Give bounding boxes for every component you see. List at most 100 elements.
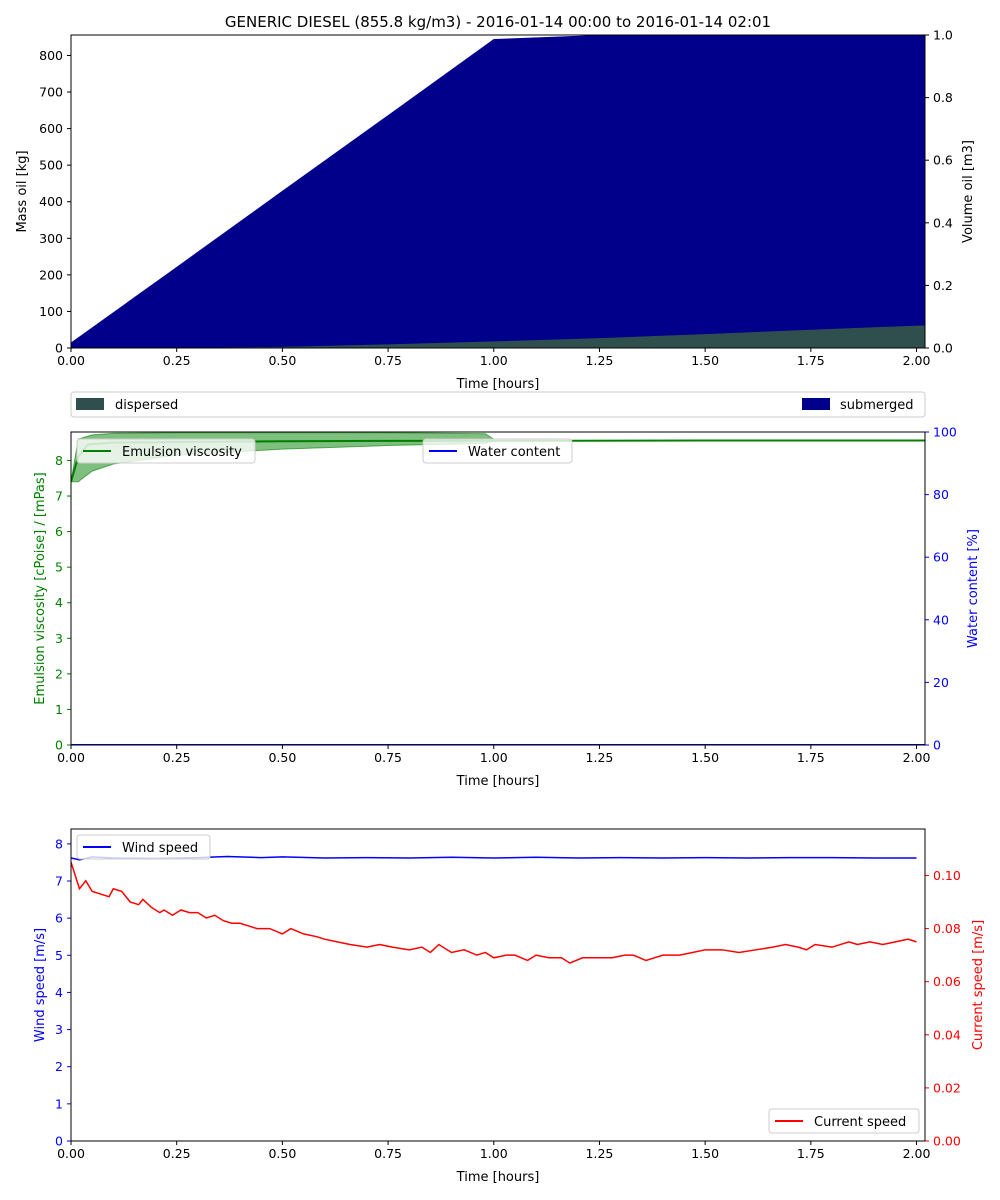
x-tick-label: 0.25 bbox=[163, 1146, 191, 1161]
x-tick-label: 1.75 bbox=[797, 353, 825, 368]
y2-tick-label: 0.8 bbox=[933, 90, 953, 105]
emulsion-chart: 0.00 0.25 0.50 0.75 1.00 1.25 1.50 1.75 2.000123… bbox=[33, 425, 981, 790]
y-tick-label: 5 bbox=[55, 560, 63, 575]
series-current-speed bbox=[71, 861, 917, 964]
y-tick-label: 800 bbox=[39, 48, 63, 63]
x-tick-label: 1.75 bbox=[797, 750, 825, 765]
legend-swatch-submerged bbox=[802, 398, 830, 410]
x-tick-label: 2.00 bbox=[903, 353, 931, 368]
y-tick-label: 600 bbox=[39, 121, 63, 136]
area-group bbox=[71, 35, 925, 348]
x-tick-label: 0.75 bbox=[374, 750, 402, 765]
x-tick-label: 1.25 bbox=[586, 1146, 614, 1161]
x-tick-label: 1.75 bbox=[797, 1146, 825, 1161]
y2-tick-label: 0.00 bbox=[933, 1134, 961, 1149]
y-tick-label: 400 bbox=[39, 194, 63, 209]
x-tick-label: 0.25 bbox=[163, 353, 191, 368]
y2-tick-label: 0.4 bbox=[933, 215, 953, 230]
legend-current: Current speed bbox=[768, 1108, 920, 1134]
x-tick-label: 0.25 bbox=[163, 750, 191, 765]
plot-frame bbox=[70, 431, 926, 746]
y2-axis-label: Volume oil [m3] bbox=[961, 140, 976, 243]
y2-tick-label: 20 bbox=[933, 675, 949, 690]
legend-label: Current speed bbox=[814, 1115, 906, 1130]
forcing-chart: 0.00 0.25 0.50 0.75 1.00 1.25 1.50 1.75 2.00 0 1 2 3… bbox=[33, 828, 986, 1185]
y-tick-label: 6 bbox=[55, 911, 63, 926]
plot-frame bbox=[70, 34, 926, 349]
legend-label: Emulsion viscosity bbox=[122, 445, 242, 460]
area-dispersed bbox=[71, 325, 925, 348]
legend-label: Wind speed bbox=[122, 841, 198, 856]
y2-axis-label: Current speed [m/s] bbox=[971, 920, 986, 1050]
x-tick-label: 2.00 bbox=[903, 1146, 931, 1161]
legend-frame bbox=[70, 391, 926, 418]
y-tick-label: 300 bbox=[39, 231, 63, 246]
plot-frame bbox=[70, 828, 926, 1142]
y-tick-label: 4 bbox=[55, 985, 63, 1000]
legend-label-dispersed: dispersed bbox=[115, 398, 178, 413]
y2-tick-label: 0.02 bbox=[933, 1080, 961, 1095]
y-tick-label: 5 bbox=[55, 948, 63, 963]
x-tick-label: 1.25 bbox=[586, 750, 614, 765]
x-tick-label: 1.50 bbox=[691, 750, 719, 765]
y-tick-label: 200 bbox=[39, 267, 63, 282]
x-tick-label: 1.00 bbox=[480, 353, 508, 368]
legend-wind: Wind speed bbox=[76, 834, 211, 860]
x-axis-label: Time [hours] bbox=[456, 377, 540, 392]
x-tick-label: 0.00 bbox=[57, 353, 85, 368]
x-axis-label: Time [hours] bbox=[456, 1170, 540, 1185]
y-tick-label: 2 bbox=[55, 666, 63, 681]
y-axis-label: Mass oil [kg] bbox=[15, 150, 30, 232]
legend-viscosity: Emulsion viscosity bbox=[76, 438, 256, 464]
y2-tick-label: 0.2 bbox=[933, 278, 953, 293]
legend-frame bbox=[768, 1108, 920, 1134]
y-tick-label: 8 bbox=[55, 453, 63, 468]
x-tick-label: 1.25 bbox=[586, 353, 614, 368]
y-tick-label: 500 bbox=[39, 158, 63, 173]
legend-frame bbox=[76, 438, 256, 464]
y-tick-label: 2 bbox=[55, 1059, 63, 1074]
x-tick-label: 0.75 bbox=[374, 1146, 402, 1161]
x-tick-label: 0.00 bbox=[57, 750, 85, 765]
y-tick-label: 0 bbox=[55, 1134, 63, 1149]
y2-tick-label: 40 bbox=[933, 612, 949, 627]
y-tick-label: 0 bbox=[55, 738, 63, 753]
y-tick-label: 1 bbox=[55, 702, 63, 717]
y2-tick-label: 0.08 bbox=[933, 921, 961, 936]
y2-axis-label: Water content [%] bbox=[966, 529, 981, 648]
y-tick-label: 6 bbox=[55, 524, 63, 539]
x-tick-label: 0.50 bbox=[268, 353, 296, 368]
y2-tick-label: 60 bbox=[933, 550, 949, 565]
y2-tick-label: 0.0 bbox=[933, 341, 953, 356]
y2-tick-label: 1.0 bbox=[933, 28, 953, 43]
x-tick-label: 0.50 bbox=[268, 1146, 296, 1161]
y-tick-label: 7 bbox=[55, 874, 63, 889]
y-tick-label: 3 bbox=[55, 631, 63, 646]
y-tick-label: 3 bbox=[55, 1022, 63, 1037]
y-tick-label: 100 bbox=[39, 304, 63, 319]
y2-tick-label: 0 bbox=[933, 738, 941, 753]
legend-frame bbox=[76, 834, 211, 860]
y2-tick-label: 80 bbox=[933, 487, 949, 502]
x-tick-label: 1.00 bbox=[480, 1146, 508, 1161]
x-tick-label: 2.00 bbox=[903, 750, 931, 765]
x-tick-label: 0.00 bbox=[57, 1146, 85, 1161]
legend-water: Water content bbox=[422, 438, 573, 464]
figure-title: GENERIC DIESEL (855.8 kg/m3) - 2016-01-1… bbox=[225, 13, 771, 31]
x-axis-label: Time [hours] bbox=[456, 774, 540, 789]
y-tick-label: 8 bbox=[55, 836, 63, 851]
y2-tick-label: 0.04 bbox=[933, 1027, 961, 1042]
legend-frame bbox=[422, 438, 573, 464]
x-tick-label: 1.00 bbox=[480, 750, 508, 765]
y2-tick-label: 0.6 bbox=[933, 153, 953, 168]
y-axis-label: Emulsion viscosity [cPoise] / [mPas] bbox=[33, 472, 48, 704]
y-tick-label: 4 bbox=[55, 595, 63, 610]
y2-tick-label: 100 bbox=[933, 425, 957, 440]
y-tick-label: 0 bbox=[55, 341, 63, 356]
y2-tick-label: 0.06 bbox=[933, 974, 961, 989]
legend-label: Water content bbox=[468, 445, 560, 460]
mass-budget-chart: 0.00 0.25 0.50 0.75 1.00 1.25 1.50 1.75 2.00 0 100… bbox=[15, 28, 976, 418]
y-axis-label: Wind speed [m/s] bbox=[33, 928, 48, 1042]
legend-label-submerged: submerged bbox=[840, 398, 914, 413]
